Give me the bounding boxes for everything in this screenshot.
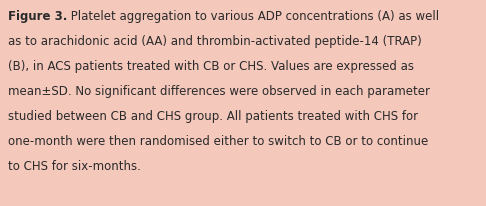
Text: (B), in ACS patients treated with CB or CHS. Values are expressed as: (B), in ACS patients treated with CB or …: [8, 60, 414, 73]
Text: Figure 3.: Figure 3.: [8, 10, 68, 23]
Text: one-month were then randomised either to switch to CB or to continue: one-month were then randomised either to…: [8, 134, 428, 147]
Text: studied between CB and CHS group. All patients treated with CHS for: studied between CB and CHS group. All pa…: [8, 109, 418, 122]
Text: as to arachidonic acid (AA) and thrombin-activated peptide-14 (TRAP): as to arachidonic acid (AA) and thrombin…: [8, 35, 422, 48]
Text: Platelet aggregation to various ADP concentrations (A) as well: Platelet aggregation to various ADP conc…: [68, 10, 439, 23]
Text: mean±SD. No significant differences were observed in each parameter: mean±SD. No significant differences were…: [8, 85, 430, 97]
Text: to CHS for six-months.: to CHS for six-months.: [8, 159, 141, 172]
